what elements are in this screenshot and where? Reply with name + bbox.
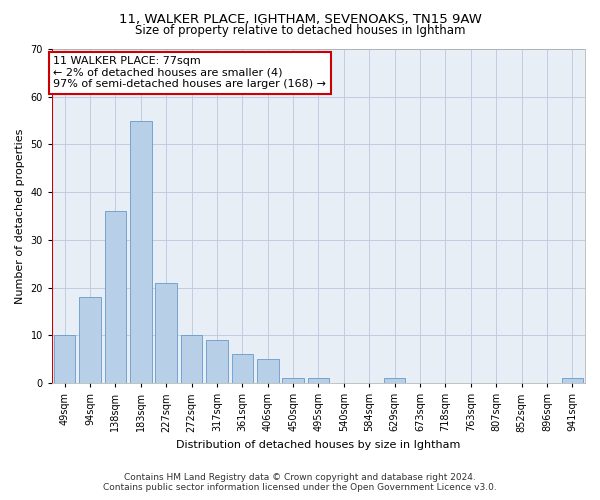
Bar	[384, 378, 406, 383]
Bar	[155, 283, 177, 383]
Bar	[206, 340, 228, 383]
Bar	[257, 360, 278, 383]
X-axis label: Distribution of detached houses by size in Ightham: Distribution of detached houses by size …	[176, 440, 461, 450]
Bar	[232, 354, 253, 383]
Bar	[562, 378, 583, 383]
Bar	[79, 297, 101, 383]
Bar	[283, 378, 304, 383]
Bar	[54, 336, 76, 383]
Text: Contains HM Land Registry data © Crown copyright and database right 2024.
Contai: Contains HM Land Registry data © Crown c…	[103, 473, 497, 492]
Bar	[104, 212, 126, 383]
Text: Size of property relative to detached houses in Ightham: Size of property relative to detached ho…	[135, 24, 465, 37]
Text: 11 WALKER PLACE: 77sqm
← 2% of detached houses are smaller (4)
97% of semi-detac: 11 WALKER PLACE: 77sqm ← 2% of detached …	[53, 56, 326, 90]
Y-axis label: Number of detached properties: Number of detached properties	[15, 128, 25, 304]
Text: 11, WALKER PLACE, IGHTHAM, SEVENOAKS, TN15 9AW: 11, WALKER PLACE, IGHTHAM, SEVENOAKS, TN…	[119, 12, 481, 26]
Bar	[181, 336, 202, 383]
Bar	[308, 378, 329, 383]
Bar	[130, 120, 152, 383]
